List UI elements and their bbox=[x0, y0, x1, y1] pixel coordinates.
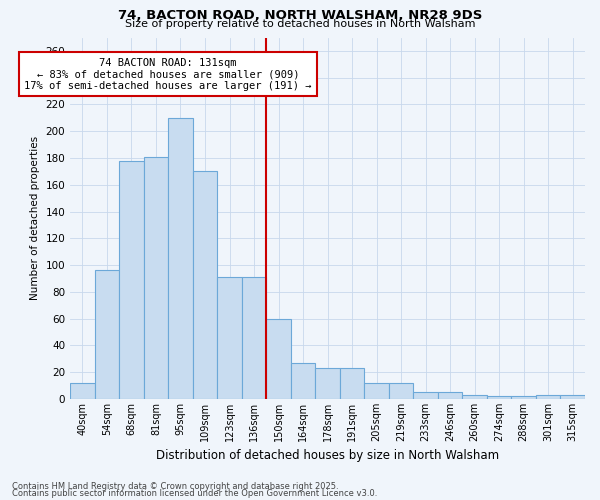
X-axis label: Distribution of detached houses by size in North Walsham: Distribution of detached houses by size … bbox=[156, 450, 499, 462]
Text: Contains public sector information licensed under the Open Government Licence v3: Contains public sector information licen… bbox=[12, 488, 377, 498]
Bar bbox=[70, 383, 95, 399]
Bar bbox=[389, 383, 413, 399]
Text: 74, BACTON ROAD, NORTH WALSHAM, NR28 9DS: 74, BACTON ROAD, NORTH WALSHAM, NR28 9DS bbox=[118, 9, 482, 22]
Bar bbox=[511, 396, 536, 399]
Bar bbox=[144, 156, 168, 399]
Y-axis label: Number of detached properties: Number of detached properties bbox=[30, 136, 40, 300]
Bar bbox=[266, 318, 291, 399]
Bar bbox=[119, 160, 144, 399]
Bar bbox=[463, 395, 487, 399]
Text: Contains HM Land Registry data © Crown copyright and database right 2025.: Contains HM Land Registry data © Crown c… bbox=[12, 482, 338, 491]
Bar bbox=[438, 392, 463, 399]
Text: 74 BACTON ROAD: 131sqm
← 83% of detached houses are smaller (909)
17% of semi-de: 74 BACTON ROAD: 131sqm ← 83% of detached… bbox=[25, 58, 312, 91]
Bar bbox=[168, 118, 193, 399]
Bar bbox=[95, 270, 119, 399]
Bar bbox=[193, 172, 217, 399]
Bar bbox=[364, 383, 389, 399]
Bar bbox=[242, 277, 266, 399]
Bar bbox=[316, 368, 340, 399]
Bar bbox=[340, 368, 364, 399]
Text: Size of property relative to detached houses in North Walsham: Size of property relative to detached ho… bbox=[125, 19, 475, 29]
Bar bbox=[217, 277, 242, 399]
Bar bbox=[560, 395, 585, 399]
Bar bbox=[536, 395, 560, 399]
Bar bbox=[487, 396, 511, 399]
Bar bbox=[291, 363, 316, 399]
Bar bbox=[413, 392, 438, 399]
